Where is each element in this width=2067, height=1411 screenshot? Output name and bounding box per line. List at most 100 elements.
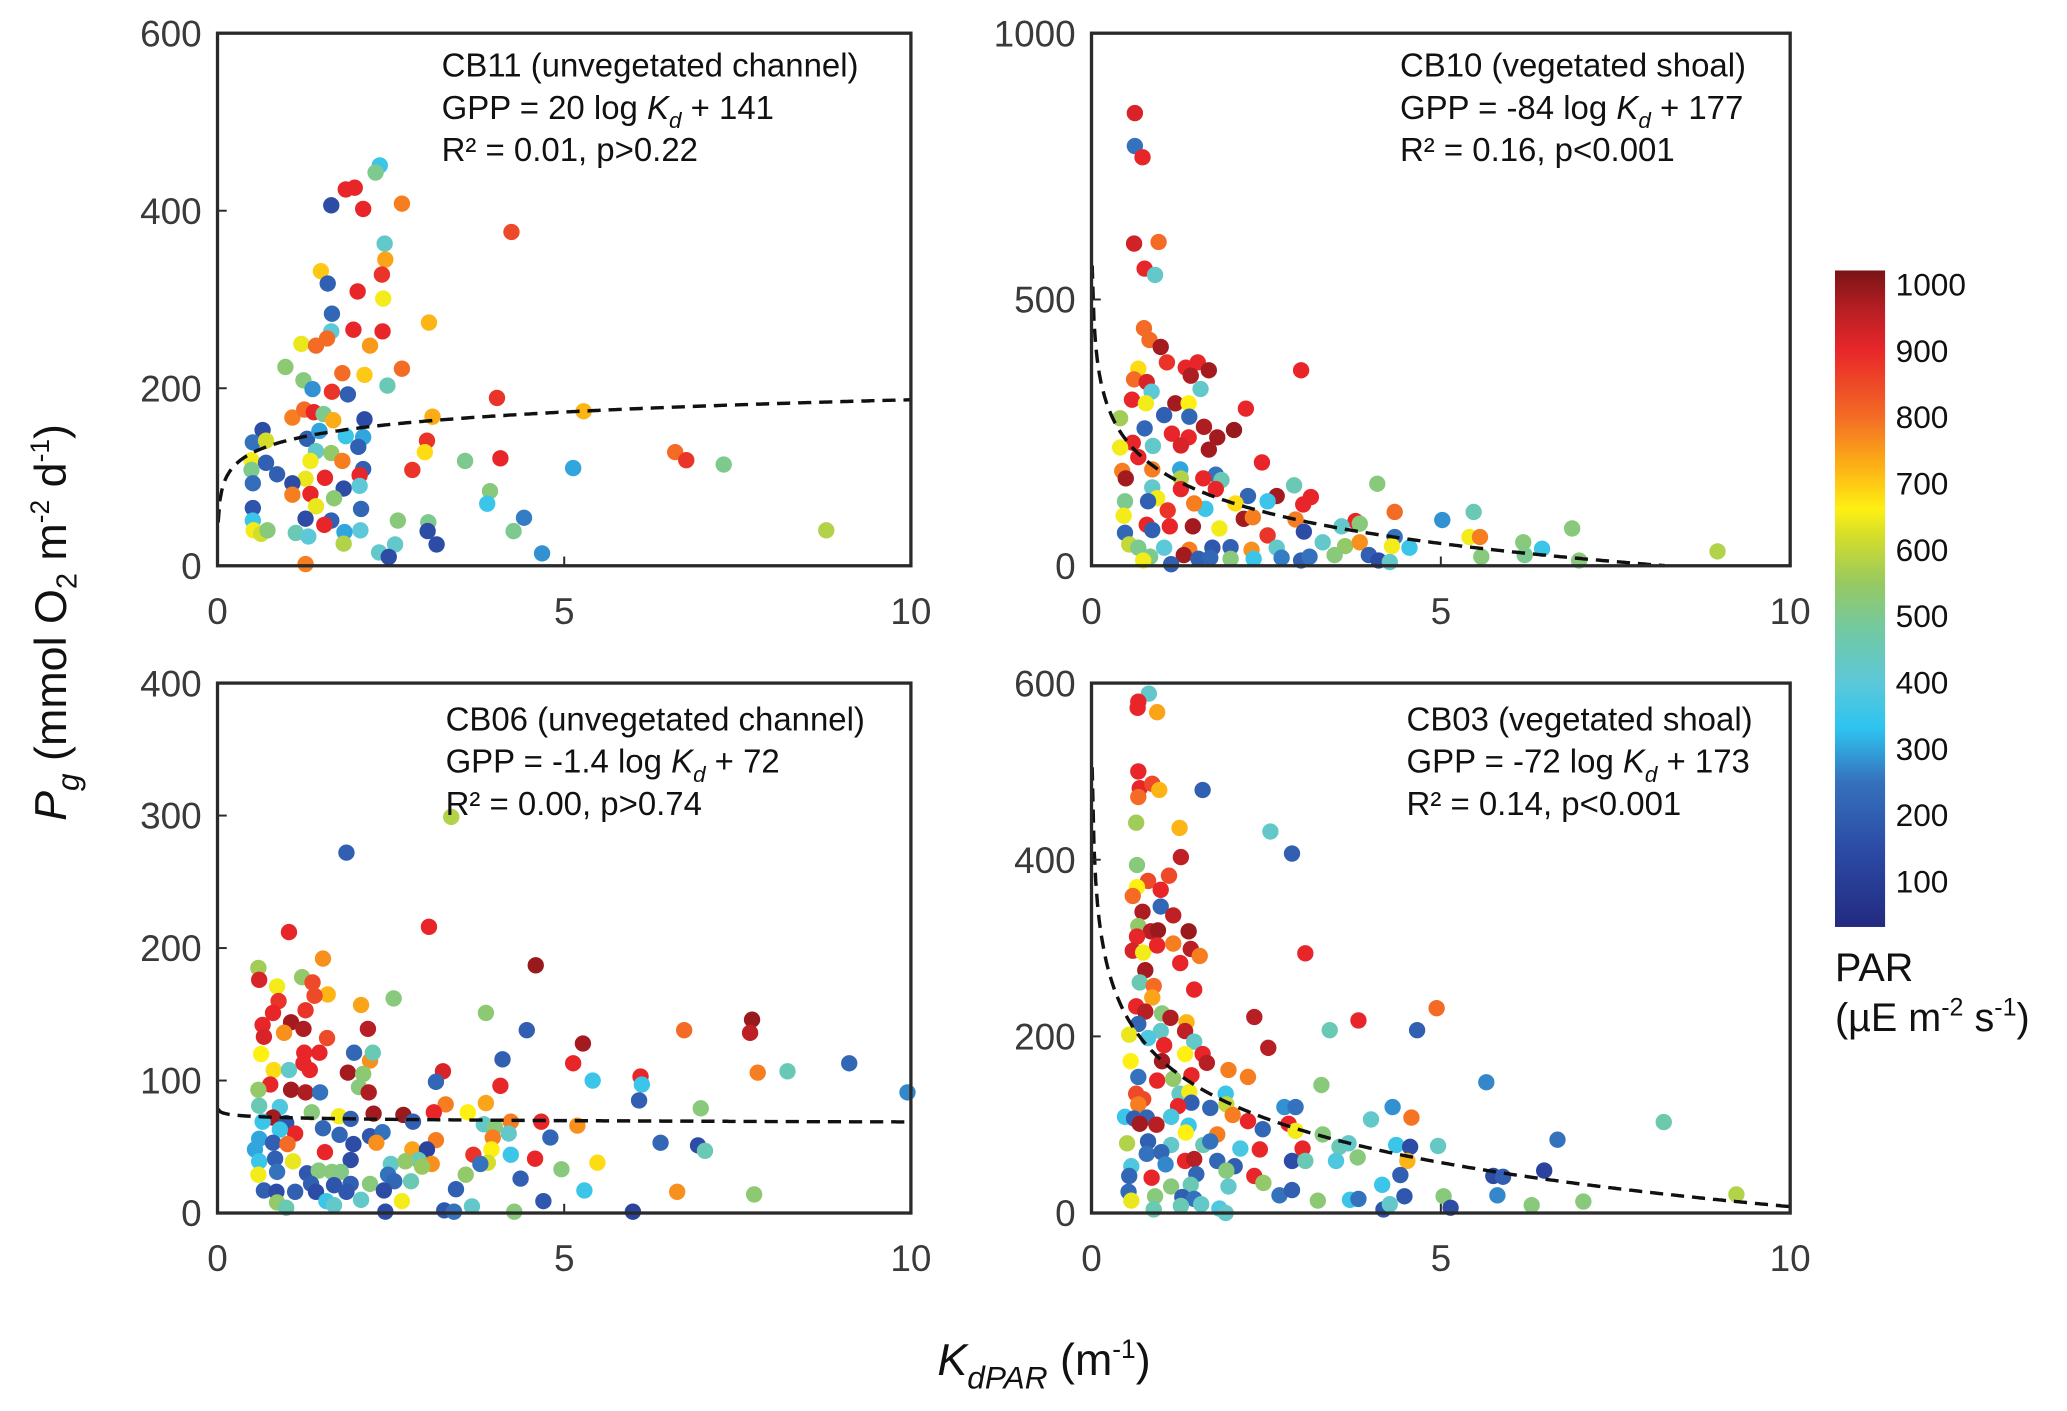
data-point: [295, 1020, 312, 1038]
annotation-cb10: CB10 (vegetated shoal) GPP = -84 log Kd …: [1400, 47, 1746, 168]
data-point: [1191, 947, 1208, 965]
data-point: [1297, 1152, 1314, 1170]
data-point: [265, 1061, 282, 1079]
data-point: [338, 1183, 355, 1200]
x-axis-title: KdPAR (m-1): [937, 1334, 1150, 1395]
data-point: [1202, 1133, 1219, 1150]
data-point: [1148, 937, 1166, 954]
data-point: [1162, 1178, 1180, 1195]
data-point: [1131, 974, 1148, 991]
data-point: [1309, 1192, 1327, 1209]
x-tick-label: 0: [1081, 591, 1102, 632]
data-point: [1184, 518, 1202, 535]
data-point: [380, 548, 397, 566]
data-point: [1152, 881, 1169, 898]
data-point: [307, 498, 325, 515]
data-point: [1134, 149, 1151, 166]
data-point: [1172, 1197, 1190, 1215]
data-point: [1259, 527, 1276, 544]
data-point: [779, 1063, 796, 1080]
data-point: [297, 1002, 314, 1019]
data-point: [1473, 548, 1490, 565]
data-point: [244, 499, 262, 517]
data-point: [314, 1120, 332, 1137]
colorbar-tick-label: 900: [1896, 333, 1949, 369]
data-point: [477, 1094, 495, 1112]
data-point: [1165, 907, 1182, 924]
data-point: [266, 1150, 284, 1167]
colorbar-tick-label: 800: [1896, 399, 1949, 435]
data-point: [1294, 1140, 1311, 1157]
data-point: [1202, 1099, 1219, 1117]
data-point: [277, 358, 294, 376]
data-point: [1190, 550, 1207, 567]
y-tick-label: 400: [1014, 840, 1076, 881]
data-point: [284, 409, 301, 426]
data-point: [576, 1182, 593, 1199]
data-point: [1489, 1187, 1506, 1204]
data-point: [1283, 1181, 1301, 1199]
data-point: [243, 461, 260, 479]
data-point: [1118, 1135, 1136, 1152]
data-point: [367, 164, 384, 181]
data-point: [1171, 819, 1188, 837]
x-tick-label: 0: [1081, 1238, 1102, 1279]
y-tick-label: 400: [140, 663, 202, 704]
data-point: [1220, 1061, 1237, 1079]
data-point: [325, 1177, 343, 1194]
data-point: [377, 251, 394, 268]
data-point: [1143, 1169, 1160, 1186]
x-tick-label: 10: [1770, 591, 1811, 632]
data-point: [284, 1153, 302, 1170]
data-point: [1271, 1187, 1288, 1204]
data-point: [1193, 1196, 1210, 1213]
scatter-points: [246, 808, 916, 1220]
data-point: [1146, 1188, 1164, 1205]
x-tick-label: 5: [1431, 1238, 1452, 1279]
data-point: [477, 1004, 495, 1022]
data-point: [284, 486, 301, 503]
data-point: [268, 978, 286, 995]
data-point: [527, 957, 544, 974]
data-point: [1386, 503, 1403, 521]
data-point: [1144, 989, 1161, 1006]
data-point: [297, 470, 314, 487]
data-point: [1124, 434, 1141, 451]
colorbar-tick-label: 200: [1896, 797, 1949, 833]
data-point: [479, 495, 496, 512]
data-point: [483, 1141, 500, 1158]
y-tick-label: 500: [1014, 280, 1076, 321]
data-point: [1139, 493, 1157, 510]
data-point: [1155, 1037, 1173, 1054]
data-point: [268, 466, 286, 483]
data-point: [250, 959, 267, 977]
panel-cb11: 0 5 10 0 200 400 600: [140, 13, 931, 631]
data-point: [346, 179, 363, 196]
data-point: [364, 1044, 381, 1061]
data-point: [515, 509, 533, 526]
data-point: [339, 1064, 357, 1081]
data-point: [1273, 549, 1290, 566]
data-point: [1180, 923, 1197, 940]
data-point: [1292, 362, 1310, 379]
data-point: [1150, 233, 1167, 251]
data-point: [1182, 367, 1199, 384]
data-point: [393, 360, 411, 377]
y-tick-label: 0: [1055, 546, 1076, 587]
data-point: [841, 1055, 858, 1072]
data-point: [1177, 1124, 1194, 1141]
data-point: [1287, 1122, 1304, 1140]
data-point: [443, 808, 460, 826]
data-point: [669, 1183, 686, 1200]
data-point: [1160, 867, 1178, 884]
data-point: [402, 1173, 420, 1190]
data-point: [1195, 470, 1212, 487]
y-tick-label: 0: [181, 546, 202, 587]
data-point: [1148, 704, 1166, 721]
data-point: [1549, 1131, 1566, 1148]
data-point: [633, 1076, 651, 1093]
data-point: [250, 1097, 268, 1114]
data-point: [1259, 493, 1276, 510]
data-point: [1313, 1076, 1330, 1094]
data-point: [355, 200, 372, 218]
